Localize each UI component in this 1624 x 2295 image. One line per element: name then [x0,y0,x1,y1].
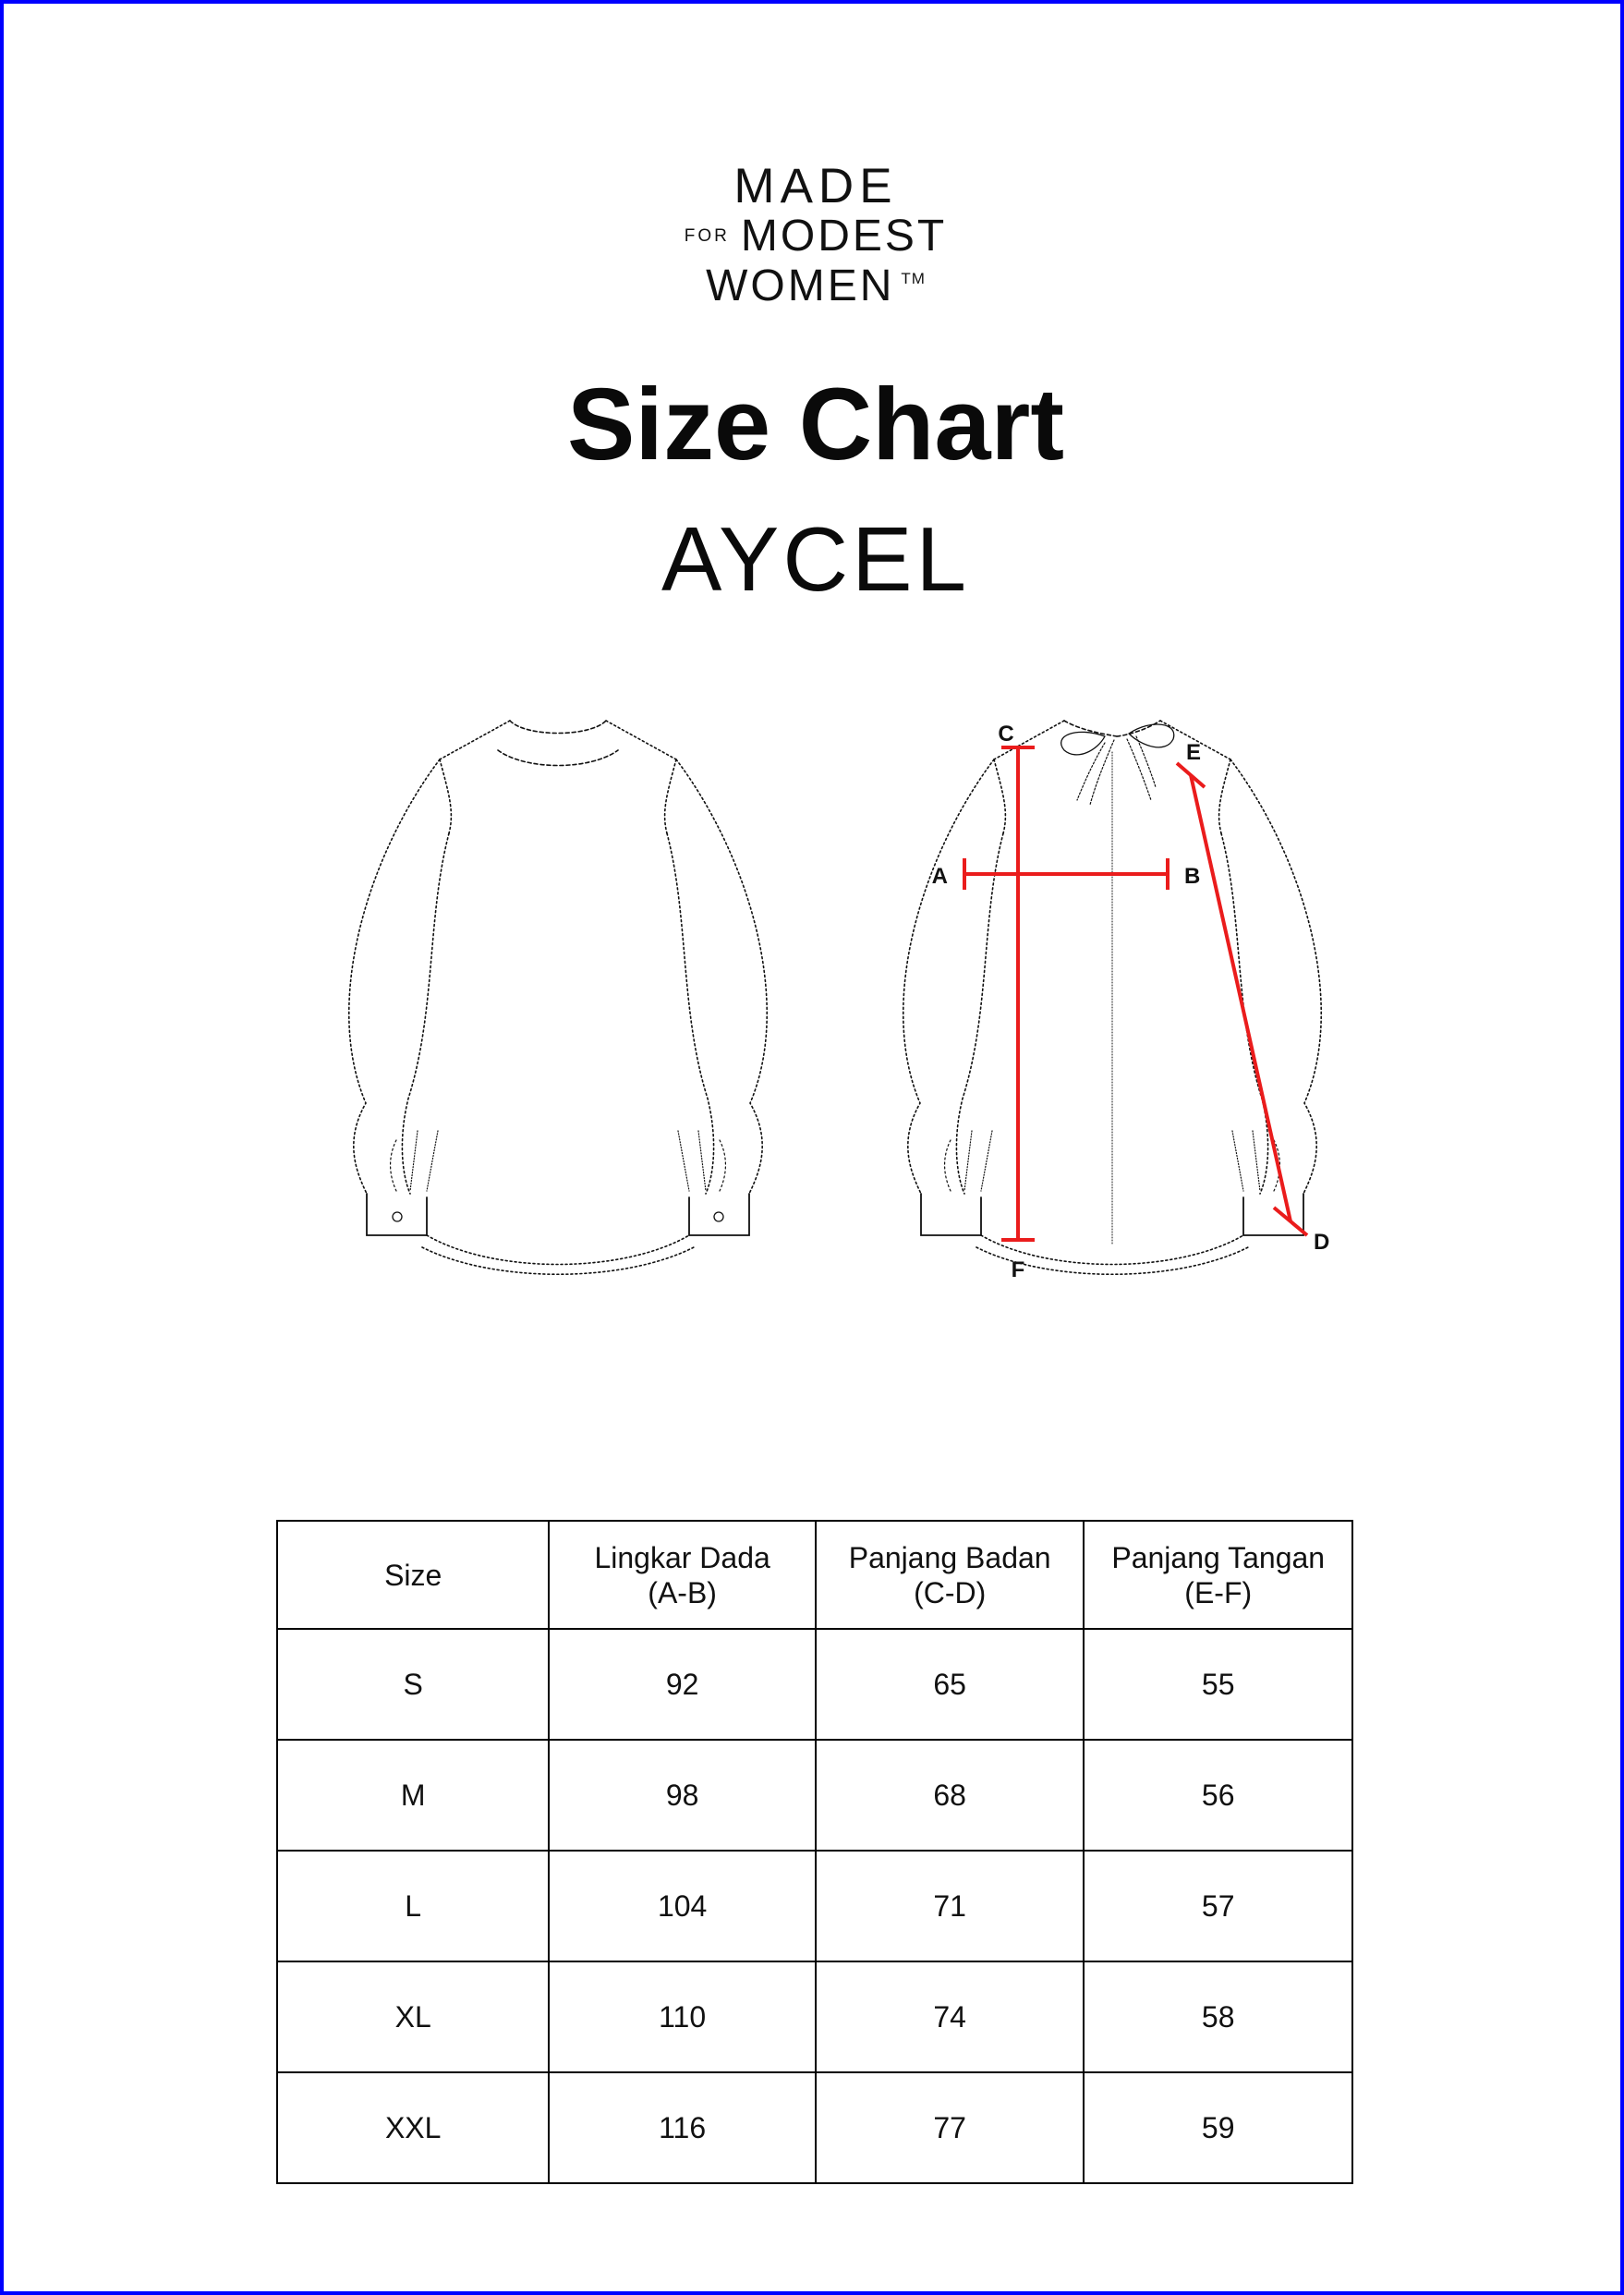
svg-text:B: B [1184,864,1200,889]
svg-text:F: F [1012,1257,1025,1282]
svg-text:D: D [1314,1230,1329,1255]
svg-text:C: C [998,722,1013,747]
svg-text:A: A [932,864,948,889]
svg-text:E: E [1186,740,1201,765]
